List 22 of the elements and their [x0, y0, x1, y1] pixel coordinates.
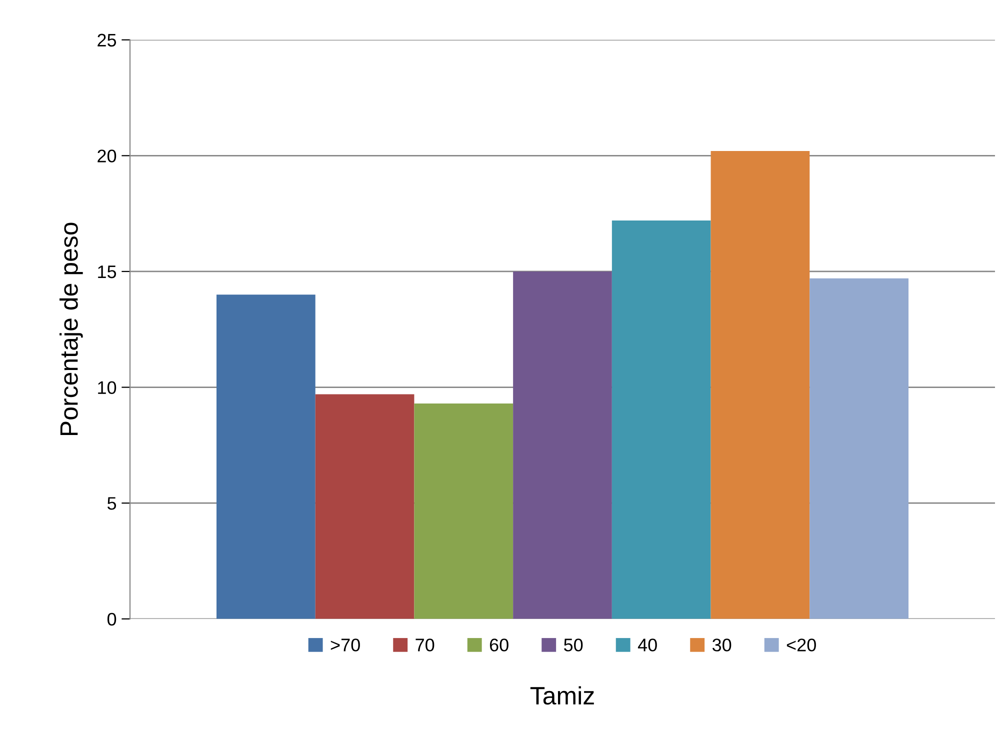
y-tick-label: 25 [98, 34, 116, 47]
x-axis-title: Tamiz [530, 686, 594, 705]
legend-label: 40 [638, 638, 657, 652]
legend-label: >70 [330, 638, 360, 652]
y-tick-label: 15 [98, 266, 116, 278]
bar [612, 220, 711, 619]
y-tick-label: 10 [98, 381, 116, 394]
legend-label: 70 [416, 638, 434, 652]
y-axis-title: Porcentaje de peso [60, 222, 83, 436]
legend-label: 50 [564, 638, 583, 652]
bar [216, 294, 316, 619]
legend-label: <20 [786, 638, 816, 652]
y-tick-label: 5 [107, 497, 116, 510]
y-tick-label: 0 [107, 612, 116, 626]
bar [810, 278, 908, 619]
bar [513, 271, 612, 619]
legend-label: 60 [490, 638, 508, 652]
y-tick-label: 20 [98, 150, 116, 162]
legend-label: 30 [712, 638, 732, 652]
bar [414, 403, 514, 619]
bar [710, 151, 810, 619]
bar [315, 394, 414, 619]
